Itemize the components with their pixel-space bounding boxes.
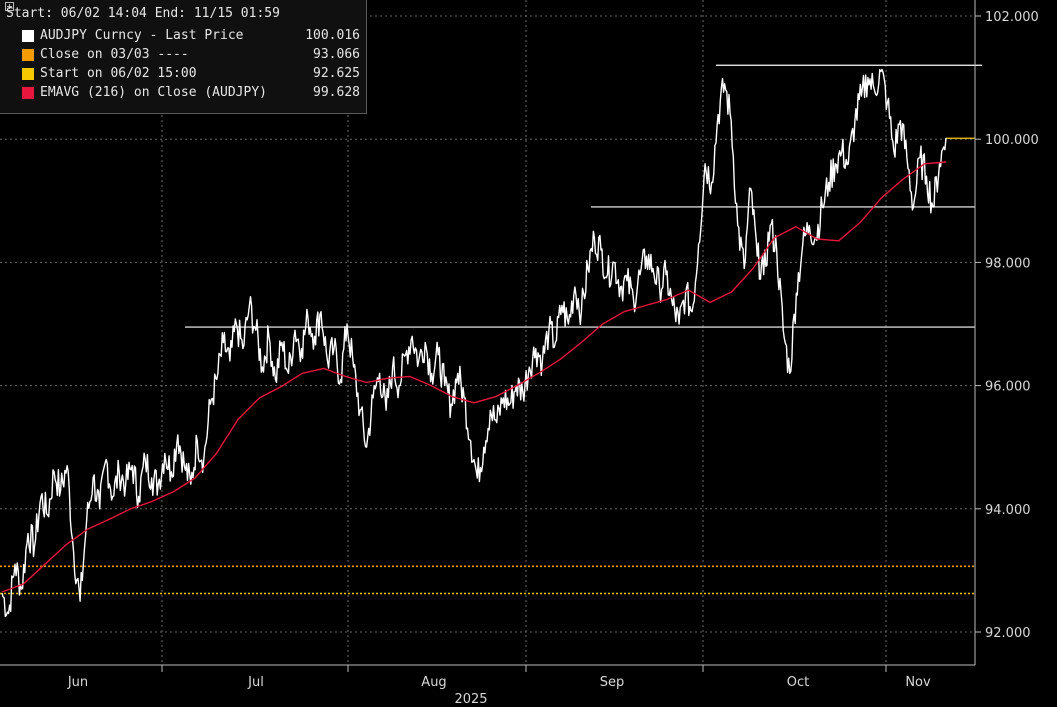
chart-legend: Start: 06/02 14:04 End: 11/15 01:59 AUDJ… <box>0 0 367 114</box>
y-tick-label: 96.000 <box>985 380 1031 395</box>
legend-value-ema: 99.628 <box>313 85 360 100</box>
legend-row-start: Start on 06/02 15:00 92.625 <box>0 65 366 84</box>
legend-value-price: 100.016 <box>305 28 360 43</box>
legend-label-price: AUDJPY Curncy - Last Price <box>40 28 244 43</box>
x-tick-label: Aug <box>421 675 446 690</box>
legend-label-start: Start on 06/02 15:00 <box>40 66 197 81</box>
series-lines <box>1 68 947 618</box>
y-tick-label: 92.000 <box>985 626 1031 641</box>
legend-label-close: Close on 03/03 ---- <box>40 47 189 62</box>
legend-value-start: 92.625 <box>313 66 360 81</box>
legend-swatch-start <box>22 68 34 80</box>
legend-swatch-ema <box>22 87 34 99</box>
x-tick-label: Sep <box>600 675 625 690</box>
x-tick-label: Nov <box>905 675 931 690</box>
x-tick-label: Jul <box>247 675 264 690</box>
legend-label-ema: EMAVG (216) on Close (AUDJPY) <box>40 85 267 100</box>
x-tick-label: Jun <box>67 675 88 690</box>
y-tick-label: 102.000 <box>985 10 1039 25</box>
axes: 92.000 94.000 96.000 98.000 100.000 102.000 Ju… <box>0 0 1039 690</box>
y-tick-label: 94.000 <box>985 503 1031 518</box>
x-tick-label: Oct <box>787 675 809 690</box>
ema-series-line <box>1 161 947 593</box>
expand-legend-icon[interactable] <box>5 2 14 11</box>
price-series-line <box>1 68 947 618</box>
legend-row-price: AUDJPY Curncy - Last Price 100.016 <box>0 27 366 46</box>
legend-row-ema: EMAVG (216) on Close (AUDJPY) 99.628 <box>0 84 366 103</box>
legend-row-close: Close on 03/03 ---- 93.066 <box>0 46 366 65</box>
legend-swatch-close <box>22 49 34 61</box>
x-axis-title: 2025 <box>454 692 487 707</box>
y-tick-label: 98.000 <box>985 256 1031 271</box>
legend-value-close: 93.066 <box>313 47 360 62</box>
legend-header: Start: 06/02 14:04 End: 11/15 01:59 <box>6 6 280 21</box>
legend-swatch-price <box>22 30 34 42</box>
y-tick-label: 100.000 <box>985 133 1039 148</box>
